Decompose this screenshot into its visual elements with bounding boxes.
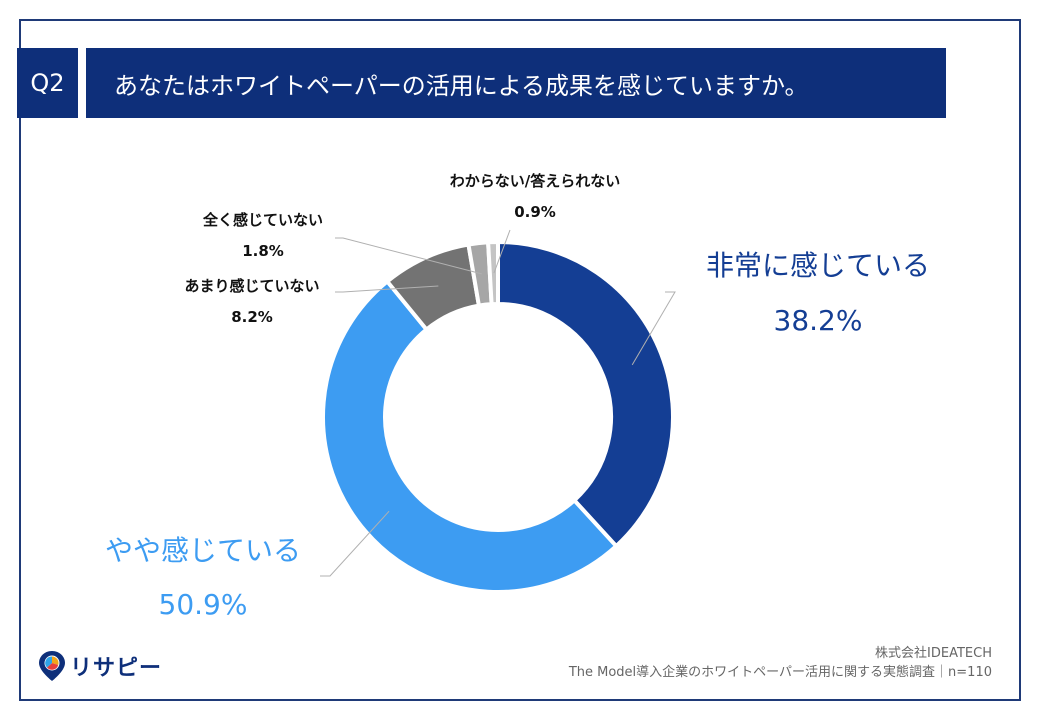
logo-pin-icon bbox=[39, 651, 65, 681]
label-val-4: 0.9% bbox=[514, 203, 556, 221]
question-badge: Q2 bbox=[17, 48, 78, 118]
label-val-0: 38.2% bbox=[774, 304, 863, 337]
slices-group bbox=[321, 239, 675, 594]
footer-credits: 株式会社IDEATECH The Model導入企業のホワイトペーパー活用に関す… bbox=[569, 644, 992, 682]
leader-line-1 bbox=[320, 510, 390, 577]
footer-company: 株式会社IDEATECH bbox=[875, 646, 992, 661]
leader-line-4 bbox=[493, 229, 511, 274]
slice-1 bbox=[321, 278, 620, 594]
slice-0 bbox=[496, 239, 675, 549]
leader-lines-group bbox=[320, 229, 676, 577]
leader-line-0 bbox=[631, 291, 676, 366]
label-val-1: 50.9% bbox=[159, 588, 248, 621]
label-val-2: 8.2% bbox=[231, 308, 273, 326]
label-cat-1: やや感じている bbox=[105, 534, 301, 567]
leader-line-2 bbox=[335, 285, 439, 293]
leader-line-3 bbox=[335, 237, 482, 275]
label-cat-2: あまり感じていない bbox=[184, 277, 319, 295]
label-cat-0: 非常に感じている bbox=[706, 249, 930, 282]
slice-4 bbox=[485, 239, 500, 307]
label-cat-3: 全く感じていない bbox=[202, 211, 323, 229]
logo: リサピー bbox=[38, 650, 162, 682]
question-title: あなたはホワイトペーパーの活用による成果を感じていますか。 bbox=[86, 48, 946, 118]
footer-survey: The Model導入企業のホワイトペーパー活用に関する実態調査｜n=110 bbox=[568, 665, 992, 680]
label-cat-4: わからない/答えられない bbox=[450, 172, 620, 190]
logo-text: リサピー bbox=[70, 656, 163, 681]
frame-border bbox=[19, 19, 1021, 701]
label-val-3: 1.8% bbox=[242, 242, 284, 260]
